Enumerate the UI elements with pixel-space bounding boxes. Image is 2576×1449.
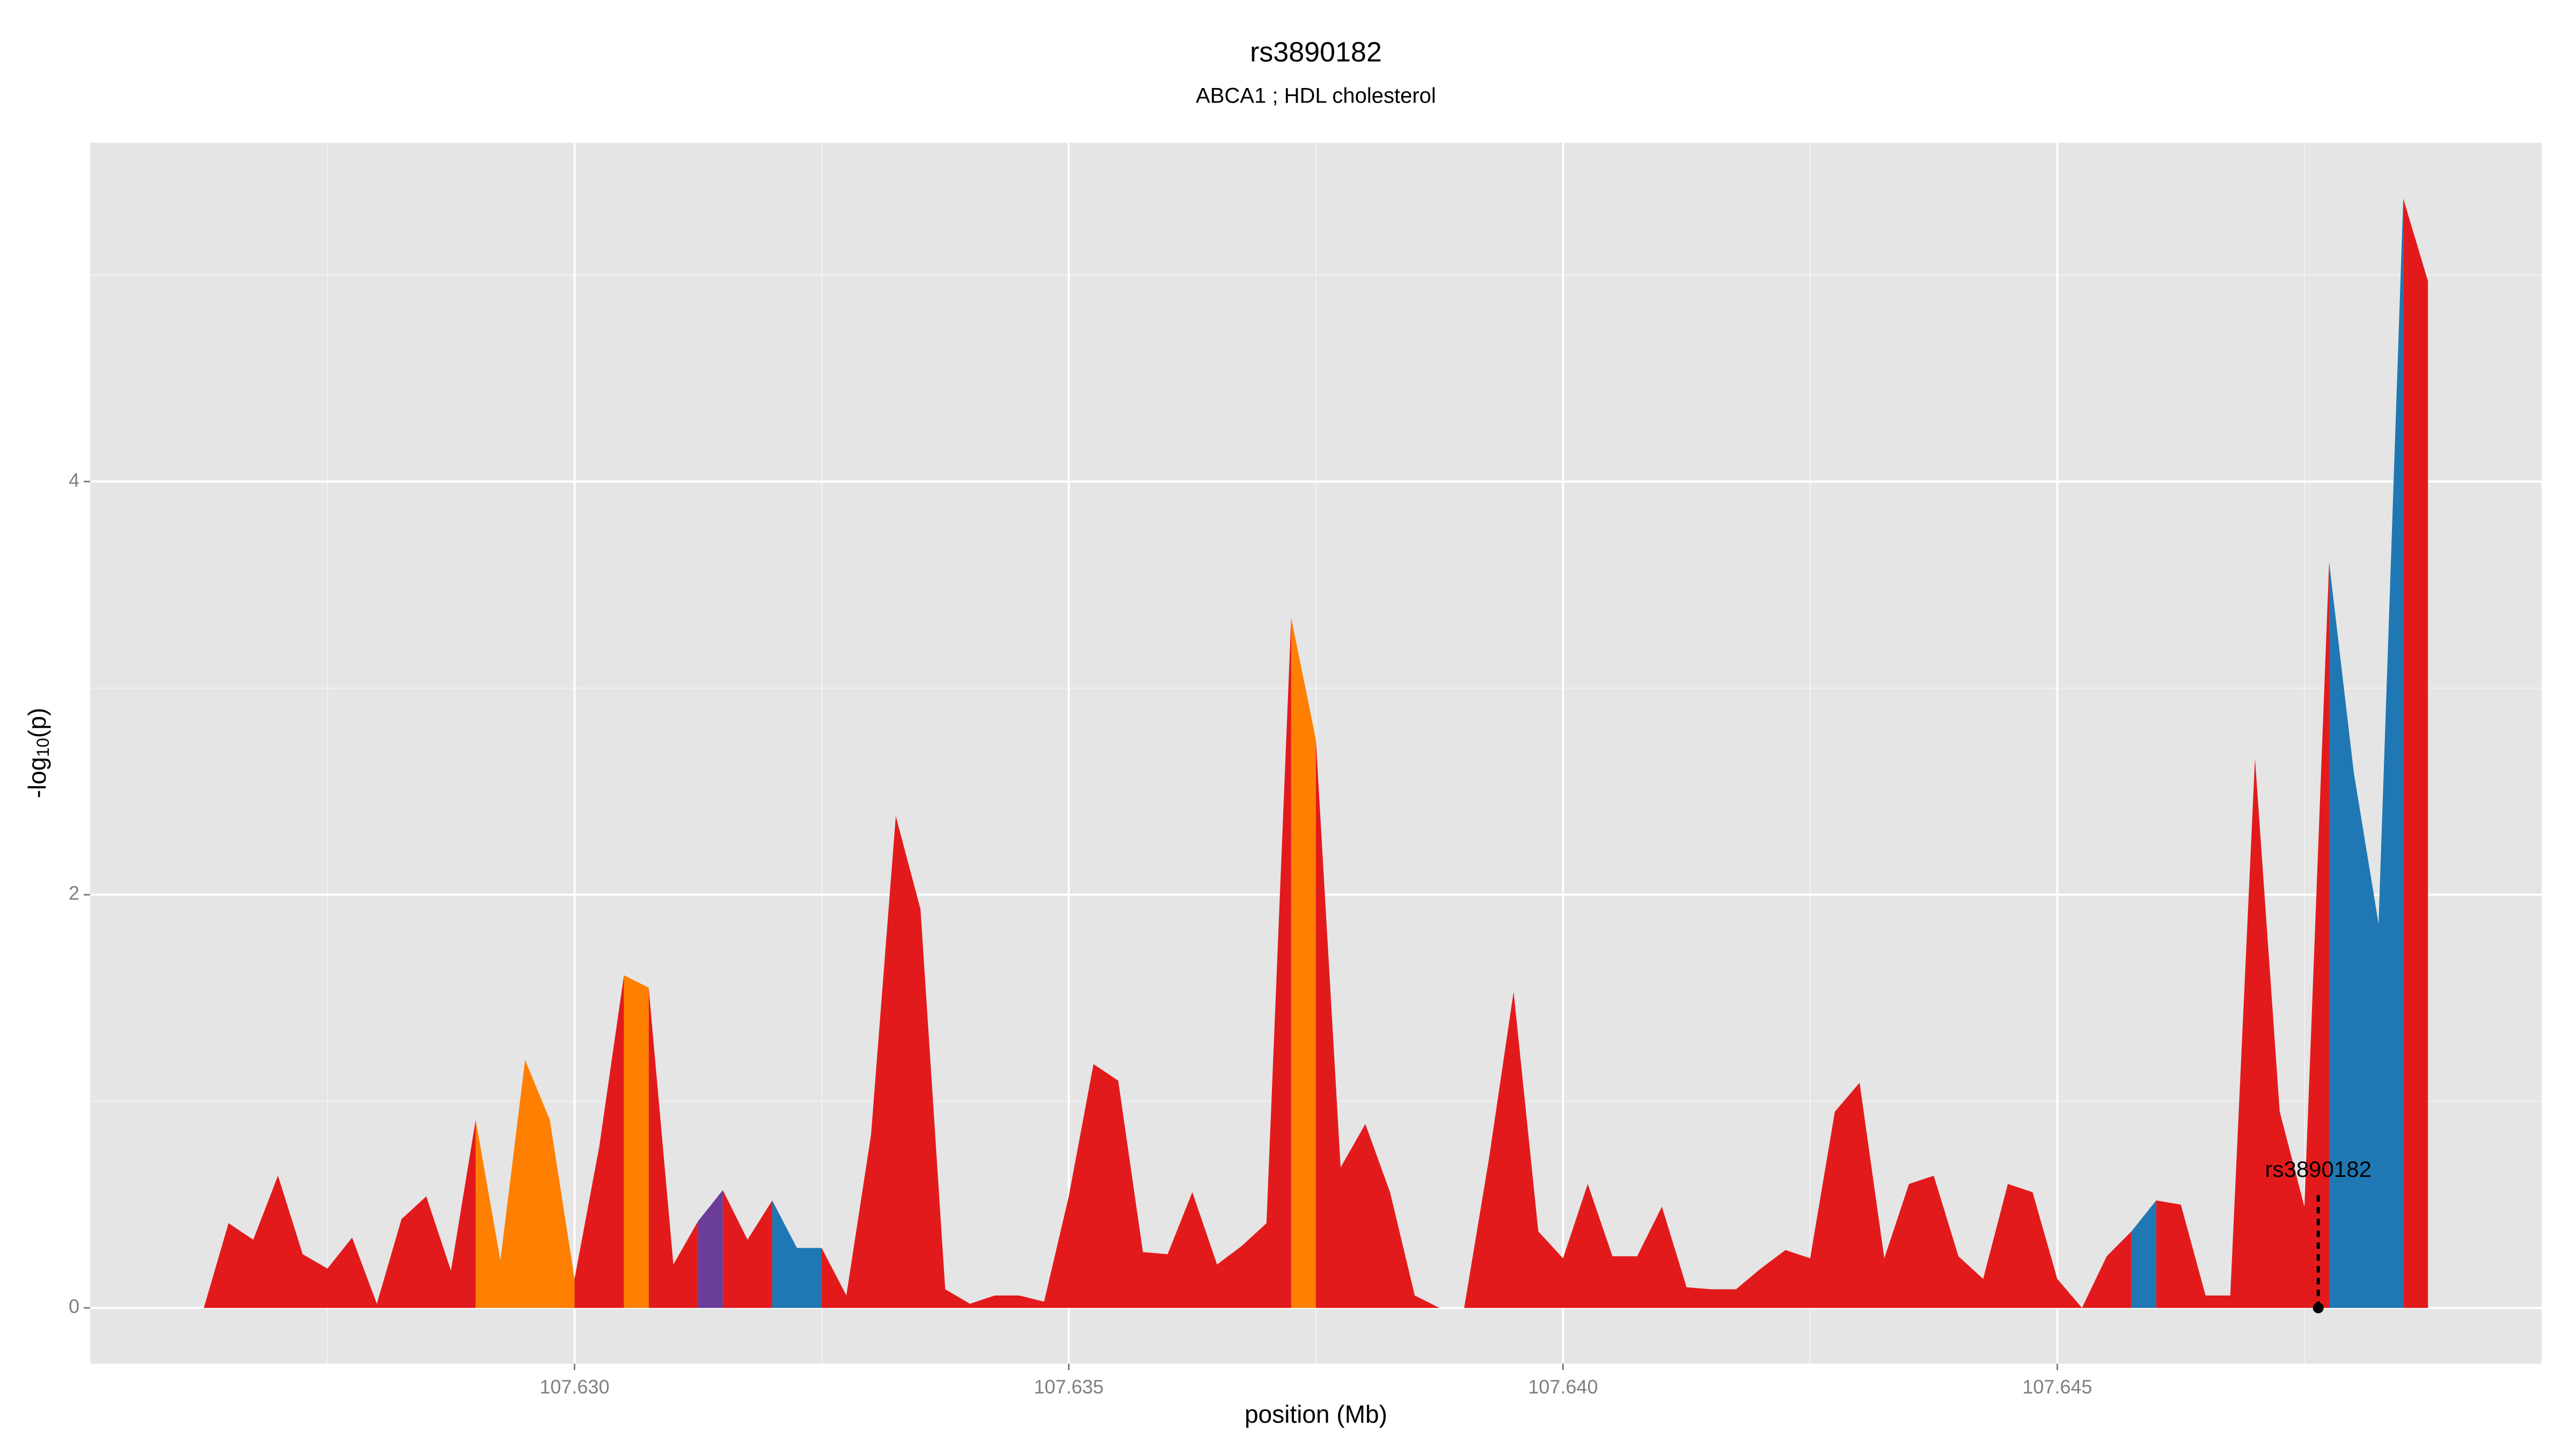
x-tick-label: 107.640 [1528,1376,1598,1398]
x-tick-label: 107.630 [539,1376,609,1398]
y-axis-title-main: -log [23,757,51,799]
area [203,198,2428,1308]
y-axis-title-sub: 10 [33,738,53,757]
y-tick-label: 2 [69,882,79,904]
chart-subtitle: ABCA1 ; HDL cholesterol [1196,84,1436,108]
y-axis-title: -log10(p) [23,708,53,799]
x-axis-title: position (Mb) [1245,1400,1387,1428]
annotation-point [2312,1302,2324,1314]
area [475,618,1316,1308]
x-tick-label: 107.635 [1034,1376,1103,1398]
y-tick-label: 4 [69,469,79,491]
area [698,1190,723,1308]
y-tick-label: 0 [69,1296,79,1318]
chart-title: rs3890182 [1250,37,1382,68]
x-tick-label: 107.645 [2022,1376,2092,1398]
annotation-label: rs3890182 [2265,1157,2372,1182]
y-axis-title-tail: (p) [23,708,51,738]
